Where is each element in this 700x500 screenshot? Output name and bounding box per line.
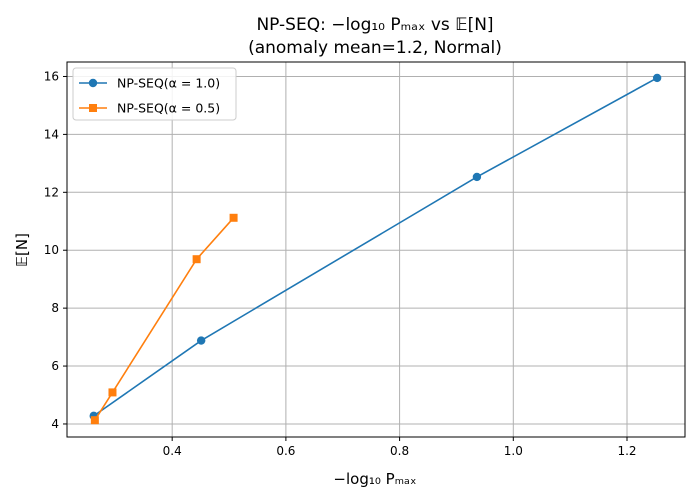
series-1-point — [196, 336, 206, 345]
axis-ticks: 0.4 0.6 0.8 1.0 1.2 4 6 8 10 12 14 16 — [44, 69, 637, 458]
series-2-point — [229, 213, 238, 222]
legend-label: NP-SEQ(α = 0.5) — [117, 101, 220, 116]
y-tick-label: 16 — [44, 69, 59, 83]
grid — [67, 62, 685, 437]
x-tick-label: 1.2 — [617, 444, 636, 458]
legend-label: NP-SEQ(α = 1.0) — [117, 76, 220, 91]
x-axis-label: −log₁₀ Pₘₐₓ — [333, 470, 416, 488]
x-tick-label: 0.6 — [276, 444, 295, 458]
series-1-point — [472, 172, 482, 182]
y-tick-label: 8 — [51, 301, 59, 315]
series-2-line — [94, 217, 235, 421]
legend-marker — [89, 104, 97, 112]
x-tick-label: 0.8 — [390, 444, 409, 458]
plot-frame — [66, 61, 686, 438]
series-2-point — [108, 388, 117, 397]
legend-box — [72, 67, 237, 121]
legend-entry: NP-SEQ(α = 0.5) — [79, 101, 220, 116]
legend: NP-SEQ(α = 1.0) NP-SEQ(α = 0.5) — [72, 67, 237, 121]
y-tick-label: 12 — [44, 185, 59, 199]
series-2-point — [192, 255, 201, 264]
legend-marker — [88, 78, 98, 88]
y-tick-label: 14 — [44, 127, 59, 141]
series-1-line — [93, 77, 658, 417]
x-tick-label: 0.4 — [163, 444, 182, 458]
series-2 — [90, 213, 238, 425]
plot-series — [89, 73, 662, 425]
series-1-point — [652, 73, 662, 83]
y-tick-label: 4 — [51, 417, 59, 431]
chart-subtitle: (anomaly mean=1.2, Normal) — [248, 38, 502, 58]
y-tick-label: 10 — [44, 243, 59, 257]
legend-entry: NP-SEQ(α = 1.0) — [79, 76, 220, 91]
y-tick-label: 6 — [51, 359, 59, 373]
y-axis-label: 𝔼[N] — [13, 233, 31, 267]
x-tick-label: 1.0 — [504, 444, 523, 458]
chart-title: NP-SEQ: −log₁₀ Pₘₐₓ vs 𝔼[N] — [256, 15, 493, 35]
series-2-point — [90, 416, 99, 425]
